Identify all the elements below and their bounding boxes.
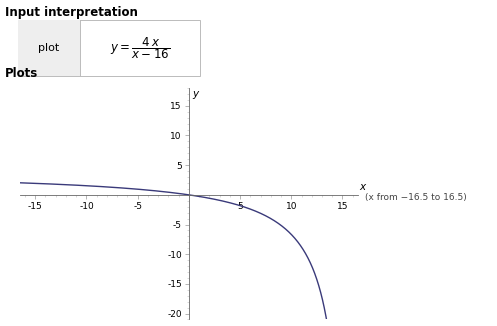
Text: y: y xyxy=(192,89,198,99)
Text: x: x xyxy=(359,182,366,192)
Bar xyxy=(18,20,200,76)
Text: (x from −16.5 to 16.5): (x from −16.5 to 16.5) xyxy=(365,193,467,202)
Bar xyxy=(18,20,80,76)
Text: Plots: Plots xyxy=(5,67,38,80)
Text: $y = \dfrac{4\,x}{x - 16}$: $y = \dfrac{4\,x}{x - 16}$ xyxy=(110,35,170,61)
Text: Input interpretation: Input interpretation xyxy=(5,6,138,19)
Text: plot: plot xyxy=(38,43,60,53)
